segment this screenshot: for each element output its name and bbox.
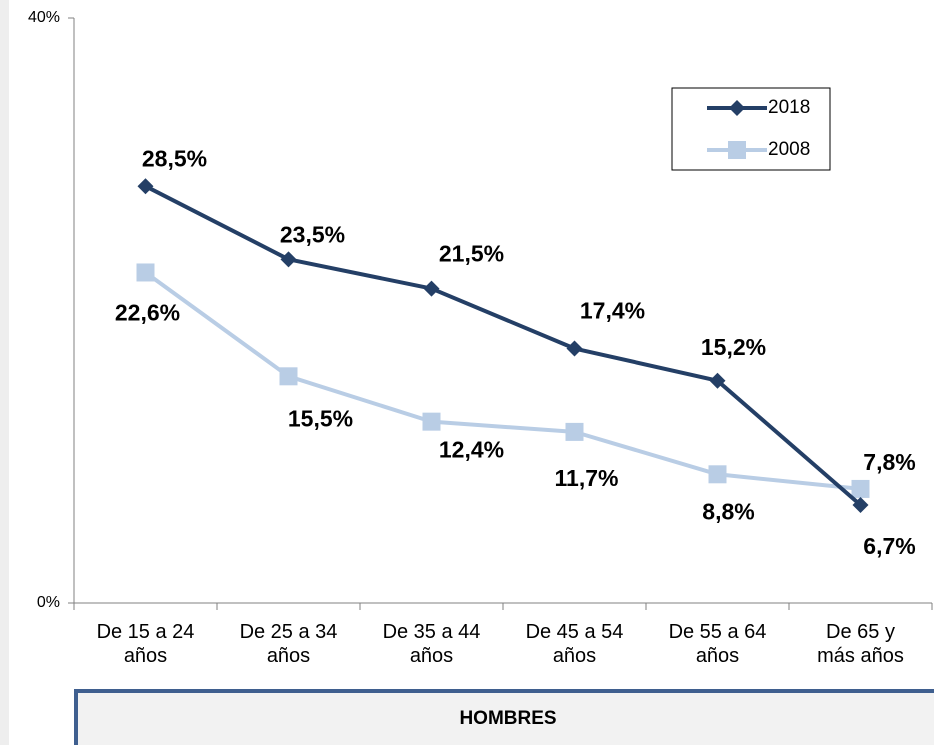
marker bbox=[279, 367, 298, 386]
marker bbox=[423, 280, 440, 297]
data-label: 15,2% bbox=[701, 334, 766, 360]
series-line bbox=[144, 184, 862, 507]
x-tick-label: De 45 a 54 años bbox=[525, 621, 624, 667]
data-label: 6,7% bbox=[863, 533, 915, 559]
data-label: 17,4% bbox=[580, 298, 645, 324]
data-label: 11,7% bbox=[555, 465, 619, 491]
marker bbox=[137, 178, 154, 195]
marker bbox=[729, 100, 745, 116]
marker bbox=[280, 251, 297, 268]
x-tick-label: De 15 a 24 años bbox=[96, 621, 195, 667]
legend-label: 2018 bbox=[768, 97, 810, 118]
data-label: 28,5% bbox=[142, 145, 207, 171]
x-tick-label: De 25 a 34 años bbox=[239, 621, 338, 667]
data-label: 7,8% bbox=[863, 449, 915, 475]
marker bbox=[708, 465, 727, 484]
panel-label: HOMBRES bbox=[459, 708, 557, 729]
x-tick-label: De 55 a 64 años bbox=[668, 621, 767, 667]
marker bbox=[852, 497, 869, 514]
marker bbox=[566, 340, 583, 357]
data-label: 15,5% bbox=[288, 405, 353, 431]
legend-box bbox=[671, 87, 831, 171]
plot: 0% 40% 28,5% 23,5% 21,5% 17,4% 15,2% 6,7% 22,6% 1… bbox=[28, 9, 933, 611]
margin-strip bbox=[0, 0, 9, 745]
marker bbox=[851, 479, 870, 498]
data-label: 8,8% bbox=[702, 498, 754, 524]
series-line bbox=[144, 270, 861, 491]
x-tick-label: De 65 y más años bbox=[817, 621, 904, 667]
panel: HOMBRES bbox=[74, 689, 934, 745]
data-label: 22,6% bbox=[115, 300, 180, 326]
legend-label: 2008 bbox=[768, 139, 810, 160]
x-tick-label: De 35 a 44 años bbox=[382, 621, 481, 667]
data-label: 21,5% bbox=[439, 241, 504, 267]
y-tick-label: 0% bbox=[37, 594, 60, 611]
marker bbox=[728, 141, 746, 159]
marker bbox=[709, 372, 726, 389]
marker bbox=[422, 412, 441, 431]
y-tick-label: 40% bbox=[28, 9, 60, 26]
marker bbox=[565, 422, 584, 441]
marker bbox=[136, 263, 155, 282]
data-label: 23,5% bbox=[280, 221, 345, 247]
data-label: 12,4% bbox=[439, 437, 504, 463]
